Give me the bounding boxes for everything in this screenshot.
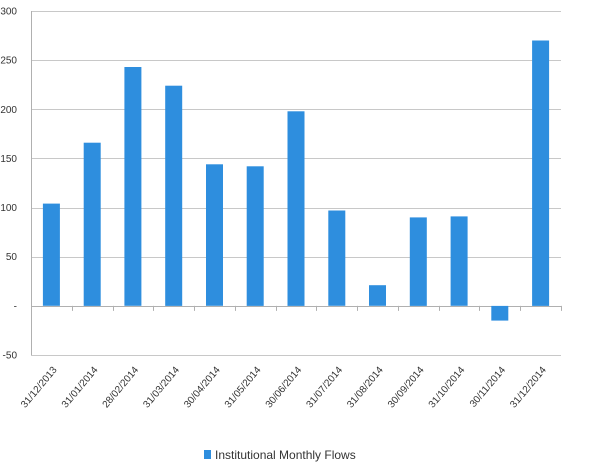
x-tick-label: 30/06/2014 — [264, 365, 305, 411]
bar — [206, 164, 223, 306]
x-tick-label: 31/08/2014 — [345, 365, 386, 411]
bar — [369, 285, 386, 306]
bar — [450, 216, 468, 306]
x-tick-label: 31/03/2014 — [141, 365, 182, 411]
y-tick-label: 250 — [0, 56, 17, 67]
x-tick-label: 30/11/2014 — [468, 365, 508, 410]
y-tick-label: 100 — [0, 203, 17, 214]
y-tick-label: 50 — [6, 252, 18, 263]
y-tick-label: -50 — [3, 351, 18, 362]
bars — [42, 40, 550, 321]
x-tick-label: 31/05/2014 — [223, 365, 264, 411]
bar — [246, 166, 264, 306]
x-tick-label: 31/12/2013 — [19, 365, 60, 411]
bar — [42, 203, 60, 306]
bar — [287, 111, 305, 306]
axes — [31, 11, 562, 355]
x-tick-label: 30/09/2014 — [386, 365, 427, 411]
bar — [328, 210, 346, 306]
x-tick-label: 31/07/2014 — [304, 365, 345, 411]
legend: Institutional Monthly Flows — [204, 448, 356, 462]
legend-swatch — [204, 450, 211, 459]
y-tick-label: - — [14, 301, 17, 312]
bar — [165, 85, 183, 306]
bar — [532, 40, 550, 306]
bar — [124, 67, 142, 306]
y-tick-label: 200 — [0, 105, 17, 116]
x-tick-labels: 31/12/2013 31/01/2014 28/02/2014 31/03/2014… — [19, 365, 549, 411]
x-tick-label: 31/01/2014 — [60, 365, 101, 411]
bar — [491, 305, 509, 321]
bar — [409, 217, 427, 306]
x-tick-label: 30/04/2014 — [182, 365, 223, 411]
legend-label: Institutional Monthly Flows — [215, 448, 356, 462]
bar — [83, 142, 101, 306]
x-tick-label: 31/10/2014 — [427, 365, 468, 411]
x-tick-label: 28/02/2014 — [101, 365, 142, 411]
x-tick-label: 31/12/2014 — [508, 365, 549, 411]
y-tick-label: 300 — [0, 7, 17, 18]
y-tick-label: 150 — [0, 154, 17, 165]
